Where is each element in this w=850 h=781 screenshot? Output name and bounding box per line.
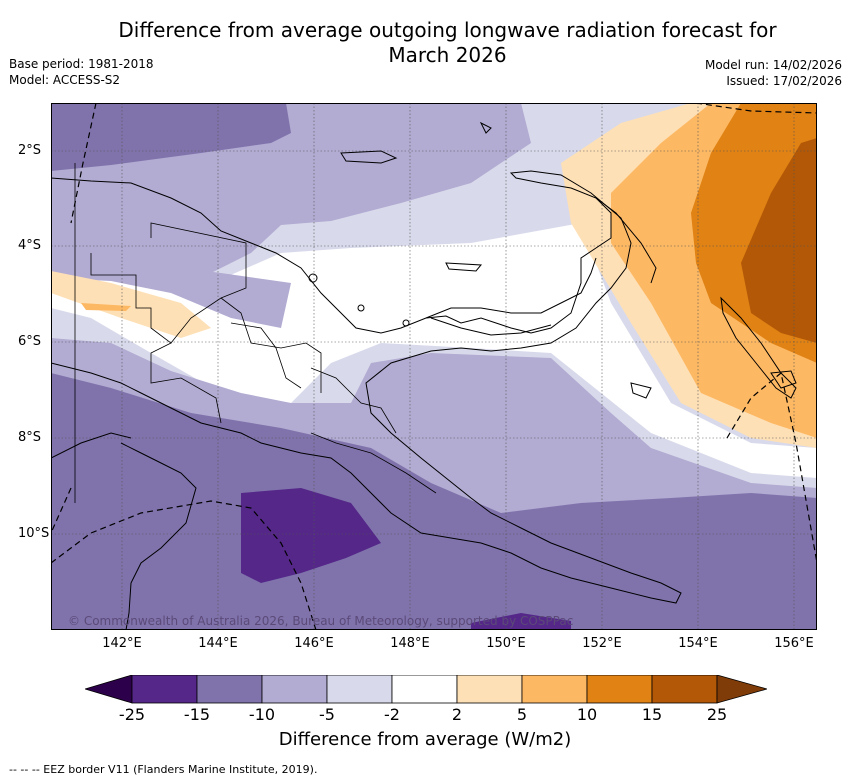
x-tick-144: 144°E (198, 636, 238, 651)
title-line-2: March 2026 (388, 43, 507, 67)
coastlines (51, 121, 797, 630)
y-tick-2s: 2°S (18, 143, 42, 158)
colorbar-title: Difference from average (W/m2) (278, 729, 572, 750)
meta-right: Model run: 14/02/2026 Issued: 17/02/2026 (705, 57, 842, 89)
colorbar-swatch-1 (131, 675, 198, 704)
base-period: Base period: 1981-2018 (9, 57, 154, 71)
graticule (51, 103, 817, 630)
anomaly-band-deep-purple-south (471, 613, 571, 630)
anomaly-band-deep-purple (241, 488, 381, 583)
colorbar-label-25: 25 (706, 705, 728, 724)
colorbar-swatch-9 (651, 675, 718, 704)
colorbar-swatch-5 (391, 675, 458, 704)
colorbar-extend-low (85, 675, 133, 704)
copyright-notice: © Commonwealth of Australia 2026, Bureau… (68, 614, 574, 628)
eez-footnote: -- -- -- EEZ border V11 (Flanders Marine… (9, 763, 318, 776)
model-name: Model: ACCESS-S2 (9, 73, 121, 87)
colorbar-label-neg10: -10 (248, 705, 276, 724)
y-tick-8s: 8°S (18, 430, 42, 445)
model-run: Model run: 14/02/2026 (704, 58, 842, 72)
x-tick-146: 146°E (294, 636, 334, 651)
colorbar-label-2: 2 (451, 705, 463, 724)
colorbar-label-neg5: -5 (319, 705, 335, 724)
anomaly-band-lavender-west (51, 253, 291, 328)
issued-date: Issued: 17/02/2026 (726, 74, 842, 88)
x-tick-152: 152°E (582, 636, 622, 651)
anomaly-band-west-orange-core (81, 303, 131, 311)
title-line-1: Difference from average outgoing longwav… (118, 18, 777, 42)
colorbar-swatch-8 (586, 675, 653, 704)
colorbar-swatch-7 (521, 675, 588, 704)
x-tick-142: 142°E (102, 636, 142, 651)
colorbar-swatch-6 (456, 675, 523, 704)
colorbar-extend-high (716, 675, 767, 704)
colorbar-label-neg15: -15 (183, 705, 211, 724)
colorbar-swatch-4 (326, 675, 393, 704)
anomaly-band-brown (741, 138, 817, 343)
chart-title: Difference from average outgoing longwav… (95, 18, 800, 68)
x-tick-150: 150°E (486, 636, 526, 651)
colorbar-swatch-2 (196, 675, 263, 704)
provincial-borders (74, 163, 437, 503)
x-tick-156: 156°E (774, 636, 814, 651)
map-panel (51, 103, 817, 630)
eez-borders (51, 103, 817, 630)
colorbar-label-5: 5 (516, 705, 528, 724)
y-tick-6s: 6°S (18, 334, 42, 349)
meta-left: Base period: 1981-2018 Model: ACCESS-S2 (9, 56, 154, 88)
colorbar (85, 675, 767, 704)
y-tick-4s: 4°S (18, 238, 42, 253)
anomaly-band-purple-north (51, 103, 291, 171)
colorbar-label-neg2: -2 (384, 705, 400, 724)
colorbar-label-15: 15 (641, 705, 663, 724)
x-tick-148: 148°E (390, 636, 430, 651)
colorbar-label-neg25: -25 (118, 705, 146, 724)
anomaly-band-west-orange-patch (51, 271, 211, 338)
colorbar-swatch-3 (261, 675, 328, 704)
x-tick-154: 154°E (678, 636, 718, 651)
colorbar-label-10: 10 (576, 705, 598, 724)
y-tick-10s: 10°S (18, 526, 50, 541)
